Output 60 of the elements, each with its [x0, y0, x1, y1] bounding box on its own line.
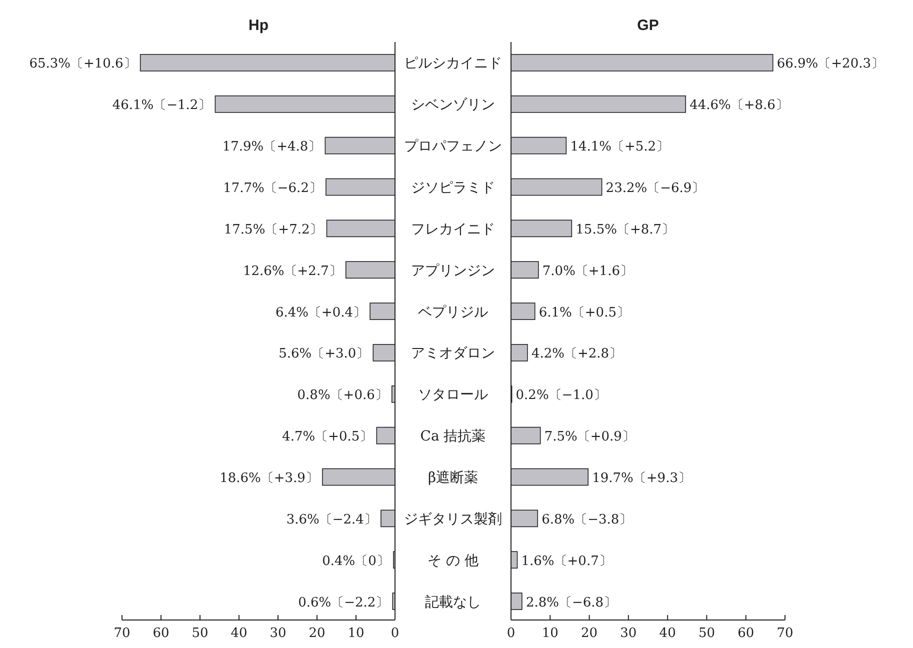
data-label: 2.8%〔−6.8〕 [526, 595, 617, 610]
data-label: 18.6%〔+3.9〕 [220, 471, 318, 486]
data-label: 4.7%〔+0.5〕 [282, 430, 373, 445]
data-label: 15.5%〔+8.7〕 [576, 222, 675, 238]
data-label: 12.6%〔+2.7〕 [242, 264, 342, 279]
data-label: 0.6%〔−2.2〕 [298, 595, 389, 610]
data-label: 0.8%〔+0.6〕 [297, 388, 388, 404]
y-tick-label: プロパフェノン [404, 138, 502, 155]
y-tick-label: そ の 他 [428, 552, 478, 569]
y-tick-label: フレカイニド [411, 221, 495, 238]
data-label: 17.9%〔+4.8〕 [222, 140, 322, 155]
chart-title: Hp [248, 17, 268, 34]
data-label: 17.7%〔−6.2〕 [223, 181, 322, 196]
x-tick-label: 30 [620, 626, 637, 641]
x-tick-label: 20 [581, 626, 598, 641]
x-tick-label: 60 [738, 626, 754, 641]
x-tick-label: 40 [659, 626, 676, 641]
y-tick-label: アミオダロン [411, 346, 495, 362]
y-tick-label: シベンゾリン [411, 97, 495, 114]
data-label: 0.4%〔0〕 [322, 554, 390, 569]
data-label: 6.4%〔+0.4〕 [275, 305, 366, 320]
y-tick-label: ジギタリス製剤 [404, 511, 502, 528]
data-label: 1.6%〔+0.7〕 [521, 554, 612, 569]
data-label: 7.0%〔+1.6〕 [542, 264, 633, 279]
x-tick-label: 10 [542, 626, 558, 641]
data-label: 14.1%〔+5.2〕 [570, 140, 670, 155]
y-tick-label: β遮断薬 [428, 470, 478, 486]
data-label: 6.8%〔−3.8〕 [542, 512, 632, 528]
x-tick-label: 70 [776, 626, 794, 641]
data-label: 7.5%〔+0.9〕 [544, 430, 635, 445]
x-tick-label: 40 [230, 626, 248, 641]
x-tick-label: 0 [390, 626, 400, 641]
y-tick-label: Ca 拮抗薬 [420, 428, 486, 445]
data-label: 23.2%〔−6.9〕 [606, 181, 705, 196]
data-label: 0.2%〔−1.0〕 [516, 388, 606, 404]
y-tick-label: アプリンジン [411, 262, 495, 279]
x-tick-label: 70 [114, 626, 130, 641]
data-label: 6.1%〔+0.5〕 [538, 305, 630, 320]
data-label: 19.7%〔+9.3〕 [592, 471, 691, 486]
y-tick-label: ベプリジル [418, 304, 488, 320]
y-tick-label: ジソピラミド [411, 180, 495, 196]
data-label: 3.6%〔−2.4〕 [286, 512, 377, 528]
y-tick-label: ピルシカイニド [404, 56, 502, 72]
chart-title: GP [637, 17, 659, 34]
data-label: 4.2%〔+2.8〕 [531, 346, 622, 362]
data-label: 5.6%〔+3.0〕 [278, 346, 370, 362]
x-tick-label: 50 [698, 626, 715, 641]
data-label: 66.9%〔+20.3〕 [776, 56, 884, 72]
x-tick-label: 30 [270, 626, 286, 641]
data-label: 44.6%〔+8.6〕 [690, 98, 788, 114]
y-tick-label: ソタロール [418, 387, 488, 404]
x-tick-label: 60 [152, 626, 170, 641]
data-label: 17.5%〔+7.2〕 [224, 222, 323, 238]
data-label: 65.3%〔+10.6〕 [29, 56, 136, 72]
y-tick-label: 記載なし [425, 594, 481, 610]
data-label: 46.1%〔−1.2〕 [112, 98, 212, 114]
x-tick-label: 0 [506, 626, 516, 641]
x-tick-label: 10 [348, 626, 364, 641]
x-tick-label: 20 [308, 626, 326, 641]
x-tick-label: 50 [192, 626, 208, 641]
